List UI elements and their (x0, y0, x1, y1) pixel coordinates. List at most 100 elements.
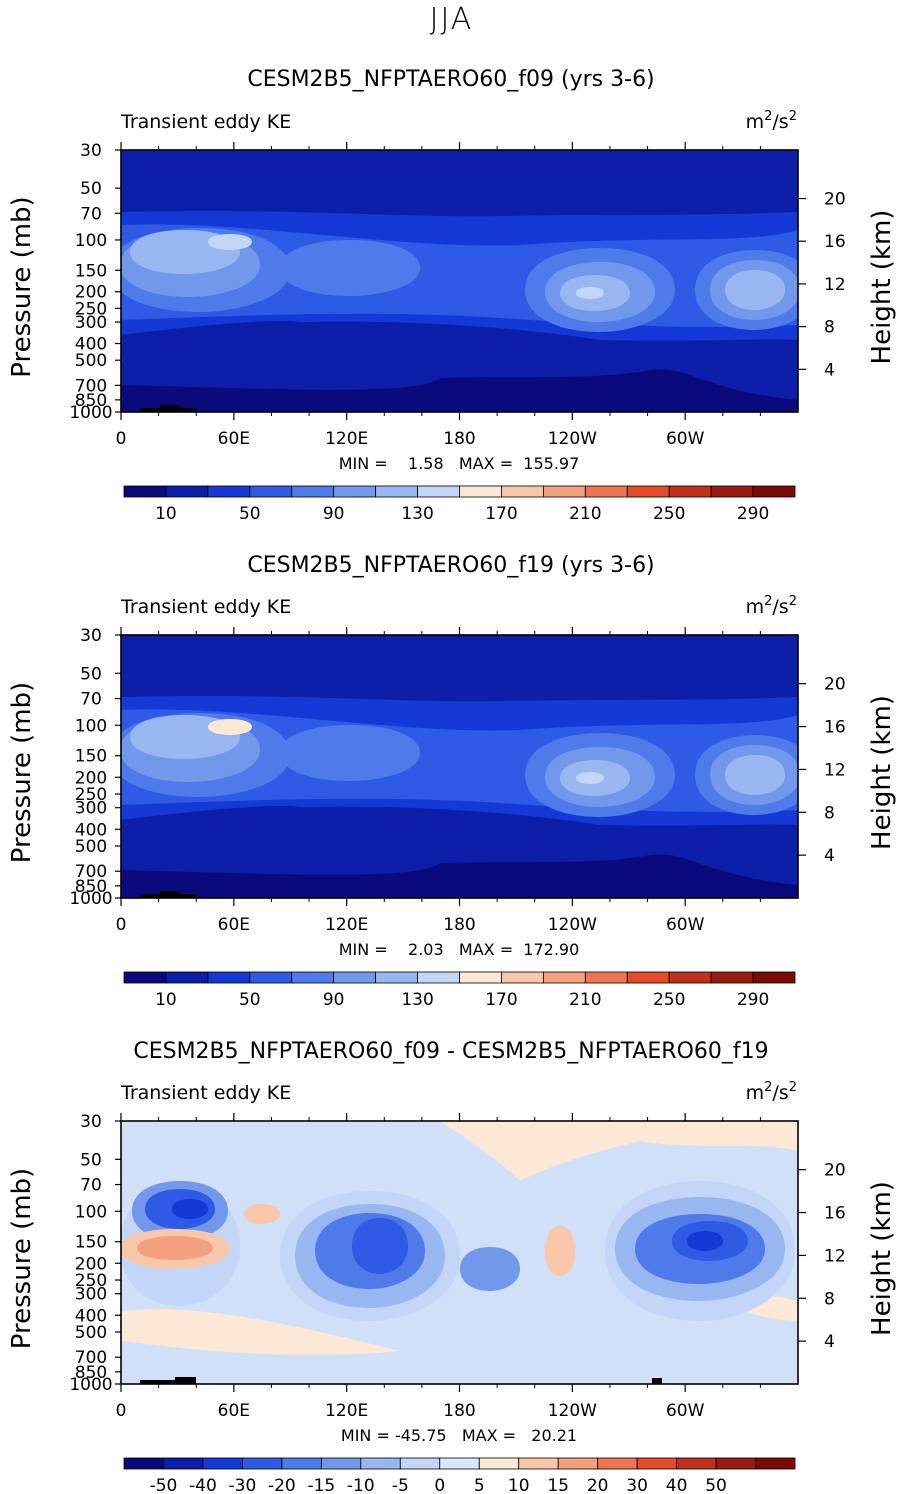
colorbar-swatch (636, 1457, 677, 1470)
pressure-tick-label: 70 (80, 1176, 102, 1196)
pressure-tick-label: 850 (75, 877, 107, 897)
units-part: 2 (764, 1080, 772, 1095)
colorbar-swatch (459, 485, 502, 498)
field-jet-core (208, 719, 252, 735)
pressure-tick-label: 70 (80, 690, 102, 710)
height-tick-label: 12 (824, 275, 846, 295)
height-tick-label: 4 (824, 1332, 835, 1352)
units-part: 2 (789, 594, 797, 609)
units-part: /s (772, 596, 788, 618)
colorbar-swatch (584, 971, 628, 984)
pressure-tick-label: 250 (75, 785, 107, 805)
colorbar-swatch (597, 1457, 638, 1470)
units-part: 2 (764, 109, 772, 124)
pressure-tick-label: 30 (80, 1112, 102, 1132)
height-tick-label: 16 (824, 718, 846, 738)
colorbar-swatch (501, 971, 544, 984)
colorbar-label: 170 (485, 504, 517, 524)
colorbar-label: 170 (485, 990, 517, 1010)
pressure-tick-label: 50 (80, 664, 102, 684)
topography (140, 1377, 196, 1384)
field-surface-band (121, 369, 798, 412)
pressure-tick-label: 400 (75, 335, 107, 355)
min-max-stats: MIN = 1.58 MAX = 155.97 (339, 454, 580, 473)
colorbar-label: 15 (547, 1476, 569, 1494)
field-negative-core (687, 1231, 723, 1251)
field-jet-contour (280, 725, 420, 781)
colorbar-swatch (478, 1457, 520, 1470)
lon-tick-label: 120E (325, 429, 368, 449)
field-plot (121, 635, 798, 898)
pressure-tick-label: 500 (75, 837, 107, 857)
units-part: 2 (789, 109, 797, 124)
colorbar-label: 50 (239, 990, 261, 1010)
height-tick-label: 8 (824, 318, 835, 338)
chart-title: CESM2B5_NFPTAERO60_f19 (yrs 3-6) (247, 553, 654, 578)
field-jet-core (576, 287, 604, 299)
pressure-tick-label: 100 (75, 231, 107, 251)
variable-label: Transient eddy KE (120, 111, 291, 133)
colorbar-label: 130 (401, 504, 433, 524)
colorbar-label: -15 (307, 1476, 335, 1494)
min-max-stats: MIN = 2.03 MAX = 172.90 (339, 940, 580, 959)
field-stratosphere (121, 150, 798, 217)
colorbar-swatch (626, 485, 670, 498)
pressure-tick-label: 400 (75, 1306, 107, 1326)
pressure-tick-label: 500 (75, 1323, 107, 1343)
colorbar-label: 90 (323, 504, 345, 524)
lon-tick-label: 60E (218, 1401, 250, 1421)
colorbar-swatch (242, 1457, 283, 1470)
pressure-tick-label: 250 (75, 1271, 107, 1291)
lon-tick-label: 60E (218, 429, 250, 449)
pressure-tick-label: 500 (75, 351, 107, 371)
lon-tick-label: 0 (116, 1401, 127, 1421)
y-axis-label: Pressure (mb) (7, 1168, 37, 1349)
colorbar-swatch (333, 971, 377, 984)
field-positive-region (121, 1309, 400, 1356)
height-tick-label: 16 (824, 232, 846, 252)
units-part: /s (772, 1082, 788, 1104)
pressure-tick-label: 300 (75, 313, 107, 333)
chart-panel-2: CESM2B5_NFPTAERO60_f19 (yrs 3-6) Transien… (7, 553, 897, 1010)
colorbar-label: 40 (666, 1476, 688, 1494)
pressure-tick-label: 300 (75, 1285, 107, 1305)
pressure-tick-label: 850 (75, 1363, 107, 1383)
colorbar-swatch (202, 1457, 243, 1470)
field-negative-contour (460, 1247, 520, 1291)
field-jet-contour (725, 270, 785, 310)
colorbar-label: 290 (737, 990, 769, 1010)
lon-tick-label: 180 (443, 915, 475, 935)
height-tick-label: 8 (824, 803, 835, 823)
field-negative-contour (352, 1218, 408, 1274)
height-tick-label: 8 (824, 1289, 835, 1309)
colorbar-swatch (584, 485, 628, 498)
colorbar-swatch (710, 485, 754, 498)
topography (140, 405, 196, 412)
colorbar-label: 10 (155, 990, 177, 1010)
colorbar-label: 130 (401, 990, 433, 1010)
topography (140, 891, 196, 898)
colorbar-swatch (676, 1457, 717, 1470)
units-label: m2/s2 (746, 594, 797, 618)
colorbar-swatch (459, 971, 502, 984)
colorbar-label: 90 (323, 990, 345, 1010)
pressure-tick-label: 200 (75, 1254, 107, 1274)
pressure-tick-label: 150 (75, 747, 107, 767)
colorbar-label: 290 (737, 504, 769, 524)
colorbar-swatch (123, 1457, 164, 1470)
pressure-tick-label: 250 (75, 299, 107, 319)
colorbar-label: -5 (392, 1476, 409, 1494)
colorbar-swatch (752, 971, 796, 984)
colorbar-swatch (417, 485, 460, 498)
pressure-tick-label: 50 (80, 1150, 102, 1170)
colorbar-swatch (163, 1457, 204, 1470)
variable-label: Transient eddy KE (120, 1082, 291, 1104)
colorbar-swatch (715, 1457, 756, 1470)
colorbar-swatch (668, 485, 712, 498)
units-label: m2/s2 (746, 1080, 797, 1104)
colorbar-swatch (291, 485, 335, 498)
colorbar-swatch (542, 485, 586, 498)
height-tick-label: 4 (824, 846, 835, 866)
lon-tick-label: 120E (325, 1401, 368, 1421)
